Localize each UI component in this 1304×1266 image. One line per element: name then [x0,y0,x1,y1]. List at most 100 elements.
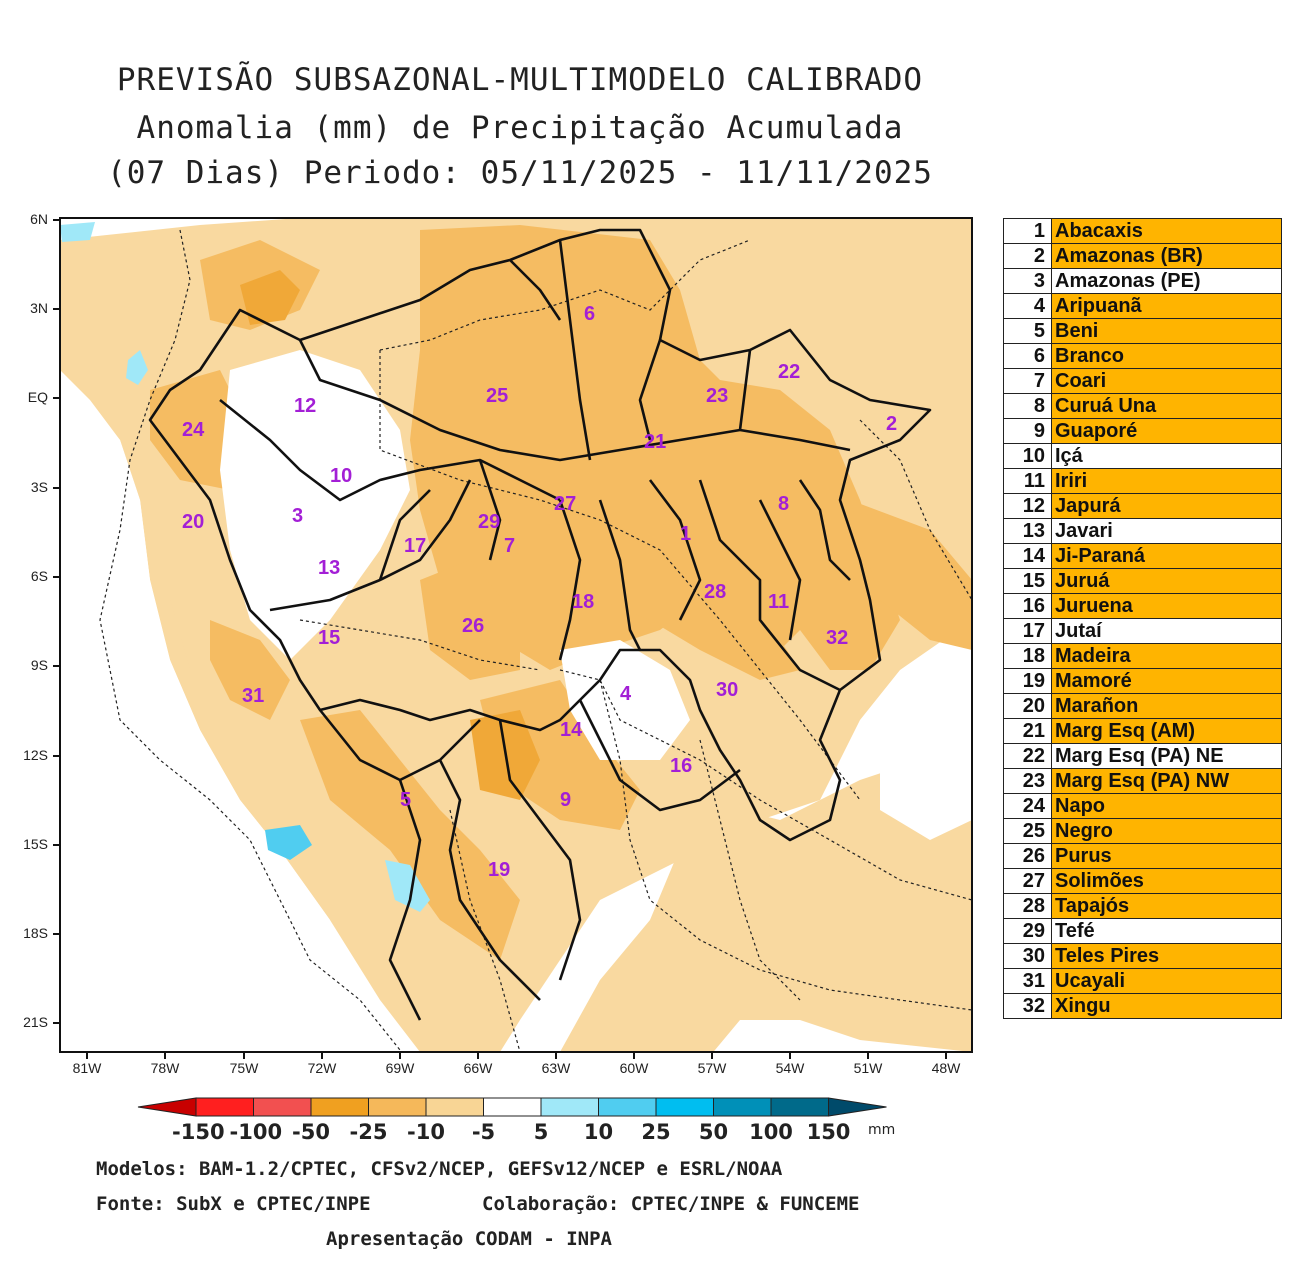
colorbar-cell [483,1097,542,1117]
colorbar-cell [598,1097,657,1117]
legend-basin-name: Beni [1051,318,1282,344]
colorbar [137,1097,887,1117]
legend-row: 28 Tapajós [1003,893,1282,919]
region-label: 32 [826,627,848,649]
legend-basin-name: Negro [1051,818,1282,844]
legend-number: 12 [1003,493,1052,519]
legend-number: 8 [1003,393,1052,419]
legend-row: 25 Negro [1003,818,1282,844]
legend-row: 30 Teles Pires [1003,943,1282,969]
legend-number: 32 [1003,993,1052,1019]
region-label: 1 [680,523,691,545]
legend-basin-name: Tapajós [1051,893,1282,919]
colorbar-tick-label: -50 [292,1120,330,1144]
legend-row: 2 Amazonas (BR) [1003,243,1282,269]
region-label: 26 [462,615,484,637]
colorbar-tick-label: 50 [698,1120,729,1144]
colorbar-cell [540,1097,599,1117]
anomaly-wet-areas [60,222,430,912]
region-label: 4 [620,683,632,705]
region-label: 27 [554,493,576,515]
legend-number: 7 [1003,368,1052,394]
legend-basin-name: Jutaí [1051,618,1282,644]
legend-number: 10 [1003,443,1052,469]
lat-tick: 3S [30,479,48,495]
legend-basin-name: Aripuanã [1051,293,1282,319]
legend-number: 15 [1003,568,1052,594]
region-labels: 1 2 3 4 5 6 7 8 9 10 11 12 13 14 15 16 1… [182,303,897,881]
legend-basin-name: Coari [1051,368,1282,394]
region-label: 23 [706,385,728,407]
colorbar-tick-label: 100 [749,1120,793,1144]
lat-tick: EQ [27,389,48,405]
region-label: 5 [400,789,411,811]
footer-collab: Colaboração: CPTEC/INPE & FUNCEME [482,1193,860,1215]
basin-outlines [148,228,932,1021]
lon-tick: 81W [72,1060,102,1076]
region-label: 13 [318,557,340,579]
legend-row: 13 Javari [1003,518,1282,544]
legend-row: 23 Marg Esq (PA) NW [1003,768,1282,794]
legend-number: 13 [1003,518,1052,544]
region-label: 16 [670,755,692,777]
lon-tick: 75W [229,1060,259,1076]
legend-row: 27 Solimões [1003,868,1282,894]
legend-number: 4 [1003,293,1052,319]
legend-number: 11 [1003,468,1052,494]
legend-number: 14 [1003,543,1052,569]
lon-tick: 54W [775,1060,805,1076]
legend-basin-name: Amazonas (PE) [1051,268,1282,294]
legend-row: 10 Içá [1003,443,1282,469]
lon-tick: 66W [463,1060,493,1076]
legend-number: 30 [1003,943,1052,969]
footer-presentation: Apresentação CODAM - INPA [326,1228,612,1250]
region-label: 19 [488,859,510,881]
lon-tick: 72W [307,1060,337,1076]
legend-basin-name: Içá [1051,443,1282,469]
legend-number: 23 [1003,768,1052,794]
legend-basin-name: Madeira [1051,643,1282,669]
legend-row: 15 Juruá [1003,568,1282,594]
legend-basin-name: Juruá [1051,568,1282,594]
lat-tick: 15S [23,836,48,852]
map-title: PREVISÃO SUBSAZONAL-MULTIMODELO CALIBRAD… [116,62,924,98]
legend-number: 3 [1003,268,1052,294]
legend-number: 24 [1003,793,1052,819]
legend-row: 32 Xingu [1003,993,1282,1019]
legend-row: 24 Napo [1003,793,1282,819]
legend-basin-name: Tefé [1051,918,1282,944]
footer-models: Modelos: BAM-1.2/CPTEC, CFSv2/NCEP, GEFS… [96,1158,783,1180]
region-label: 15 [318,627,340,649]
colorbar-cell [713,1097,772,1117]
colorbar-unit: mm [868,1122,896,1138]
axis-ticks [53,219,947,1059]
region-label: 24 [182,419,205,441]
legend-basin-name: Curuá Una [1051,393,1282,419]
region-label: 17 [404,535,426,557]
region-label: 25 [486,385,508,407]
map-subtitle: Anomalia (mm) de Precipitação Acumulada [136,110,904,146]
legend-number: 25 [1003,818,1052,844]
legend-row: 9 Guaporé [1003,418,1282,444]
colorbar-tick-label: -100 [229,1120,283,1144]
region-label: 30 [716,679,738,701]
colorbar-arrow-high [828,1097,887,1117]
legend-number: 18 [1003,643,1052,669]
legend-row: 21 Marg Esq (AM) [1003,718,1282,744]
lat-tick: 21S [23,1014,48,1030]
legend-basin-name: Javari [1051,518,1282,544]
legend-row: 14 Ji-Paraná [1003,543,1282,569]
colorbar-tick-label: -10 [407,1120,445,1144]
region-label: 22 [778,361,800,383]
legend-number: 22 [1003,743,1052,769]
legend-row: 22 Marg Esq (PA) NE [1003,743,1282,769]
legend-row: 20 Marañon [1003,693,1282,719]
legend-basin-name: Purus [1051,843,1282,869]
colorbar-tick-label: 10 [583,1120,614,1144]
colorbar-cell [253,1097,312,1117]
legend-row: 3 Amazonas (PE) [1003,268,1282,294]
colorbar-cell [310,1097,369,1117]
region-label: 7 [504,535,515,557]
legend-number: 9 [1003,418,1052,444]
legend-row: 29 Tefé [1003,918,1282,944]
